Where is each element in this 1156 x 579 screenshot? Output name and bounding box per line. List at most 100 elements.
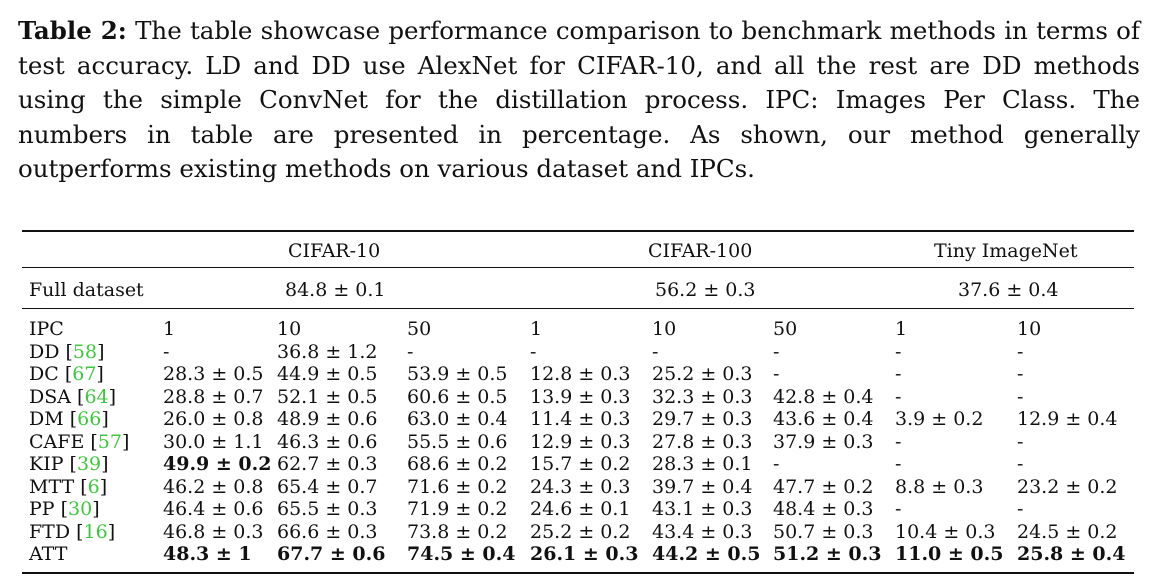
dataset-header-tiny-imagenet: Tiny ImageNet [934,240,1078,262]
table-cell: 74.5 ± 0.4 [407,543,516,565]
table-cell: 25.2 ± 0.2 [530,520,631,543]
table-cell: - [895,340,902,363]
method-label: MTT [29,475,75,498]
table-cell: 42.8 ± 0.4 [773,385,874,408]
table-cell: - [1017,430,1024,453]
method-name: DC [67] [29,363,104,385]
full-dataset-cifar100: 56.2 ± 0.3 [655,279,756,301]
bottom-rule [22,572,1134,574]
method-name: FTD [16] [29,520,116,543]
method-label: PP [29,498,55,520]
table-cell: 46.4 ± 0.6 [163,498,264,520]
table-cell: - [1017,385,1024,408]
table-cell: 43.1 ± 0.3 [652,498,753,520]
ipc-value: 1 [163,318,176,340]
table-cell: 66.6 ± 0.3 [277,520,378,543]
table-cell: 24.3 ± 0.3 [530,475,631,498]
method-name: KIP [39] [29,453,109,475]
ipc-value: 50 [407,318,432,340]
table-cell: 60.6 ± 0.5 [407,385,508,408]
method-label: DD [29,340,60,363]
method-label: DC [29,363,59,385]
table-cell: 11.4 ± 0.3 [530,408,631,430]
table-cell: - [163,340,170,363]
caption-label: Table 2: [18,16,127,45]
method-name: DD [58] [29,340,105,363]
caption-text: The table showcase performance compariso… [18,16,1140,183]
table-cell: 68.6 ± 0.2 [407,453,508,475]
citation-link[interactable]: 58 [72,340,98,363]
table-cell: 28.8 ± 0.7 [163,385,264,408]
table-cell: - [895,498,902,520]
table-cell: 71.9 ± 0.2 [407,498,508,520]
top-rule [22,230,1134,232]
table-cell: 48.3 ± 1 [163,543,252,565]
citation-link[interactable]: 64 [84,385,109,408]
table-caption: Table 2: The table showcase performance … [18,14,1140,187]
table-cell: 49.9 ± 0.2 [163,453,272,475]
table-cell: 73.8 ± 0.2 [407,520,508,543]
table-cell: - [1017,453,1024,475]
method-name: ATT [29,543,67,565]
table-cell: 50.7 ± 0.3 [773,520,874,543]
table-cell: 43.4 ± 0.3 [652,520,753,543]
method-label: DSA [29,385,71,408]
method-name: MTT [6] [29,475,108,498]
citation-link[interactable]: 30 [68,498,93,520]
table-cell: 53.9 ± 0.5 [407,363,508,385]
full-dataset-cifar10: 84.8 ± 0.1 [285,279,386,301]
table-cell: - [530,340,537,363]
full-dataset-rule [22,308,1134,309]
method-label: KIP [29,453,64,475]
table-cell: 44.2 ± 0.5 [652,543,761,565]
table-cell: 32.3 ± 0.3 [652,385,753,408]
ipc-label: IPC [29,318,64,340]
ipc-value: 10 [1017,318,1042,340]
table-cell: 48.4 ± 0.3 [773,498,874,520]
table-cell: - [1017,340,1024,363]
method-name: DSA [64] [29,385,117,408]
table-cell: 51.2 ± 0.3 [773,543,882,565]
table-cell: 29.7 ± 0.3 [652,408,753,430]
table-cell: - [895,453,902,475]
table-cell: - [773,453,780,475]
citation-link[interactable]: 67 [72,363,97,385]
header-rule [22,267,1134,268]
table-cell: 71.6 ± 0.2 [407,475,508,498]
table-cell: 10.4 ± 0.3 [895,520,996,543]
method-label: ATT [29,543,68,565]
table-cell: - [407,340,414,363]
citation-link[interactable]: 57 [97,430,122,453]
table-cell: 3.9 ± 0.2 [895,408,984,430]
table-cell: 62.7 ± 0.3 [277,453,378,475]
method-label: DM [29,408,64,430]
table-cell: 28.3 ± 0.1 [652,453,753,475]
citation-link[interactable]: 39 [76,453,102,475]
method-name: DM [66] [29,408,109,430]
table-cell: 12.8 ± 0.3 [530,363,631,385]
table-cell: - [652,340,659,363]
table-cell: 36.8 ± 1.2 [277,340,378,363]
ipc-value: 10 [277,318,302,340]
citation-link[interactable]: 6 [87,475,100,498]
table-cell: 24.5 ± 0.2 [1017,520,1118,543]
table-cell: 52.1 ± 0.5 [277,385,378,408]
table-cell: - [895,385,902,408]
full-dataset-label: Full dataset [29,279,144,301]
ipc-value: 50 [773,318,798,340]
citation-link[interactable]: 16 [83,520,108,543]
ipc-value: 1 [895,318,908,340]
table-cell: 13.9 ± 0.3 [530,385,631,408]
table-cell: 27.8 ± 0.3 [652,430,753,453]
table-cell: 12.9 ± 0.4 [1017,408,1118,430]
table-cell: 24.6 ± 0.1 [530,498,631,520]
table-cell: 39.7 ± 0.4 [652,475,753,498]
table-cell: 11.0 ± 0.5 [895,543,1004,565]
table-cell: 63.0 ± 0.4 [407,408,508,430]
citation-link[interactable]: 66 [77,408,102,430]
table-cell: 65.4 ± 0.7 [277,475,378,498]
table-cell: - [895,363,902,385]
table-cell: 65.5 ± 0.3 [277,498,378,520]
table-cell: 46.8 ± 0.3 [163,520,264,543]
table-cell: 26.0 ± 0.8 [163,408,264,430]
